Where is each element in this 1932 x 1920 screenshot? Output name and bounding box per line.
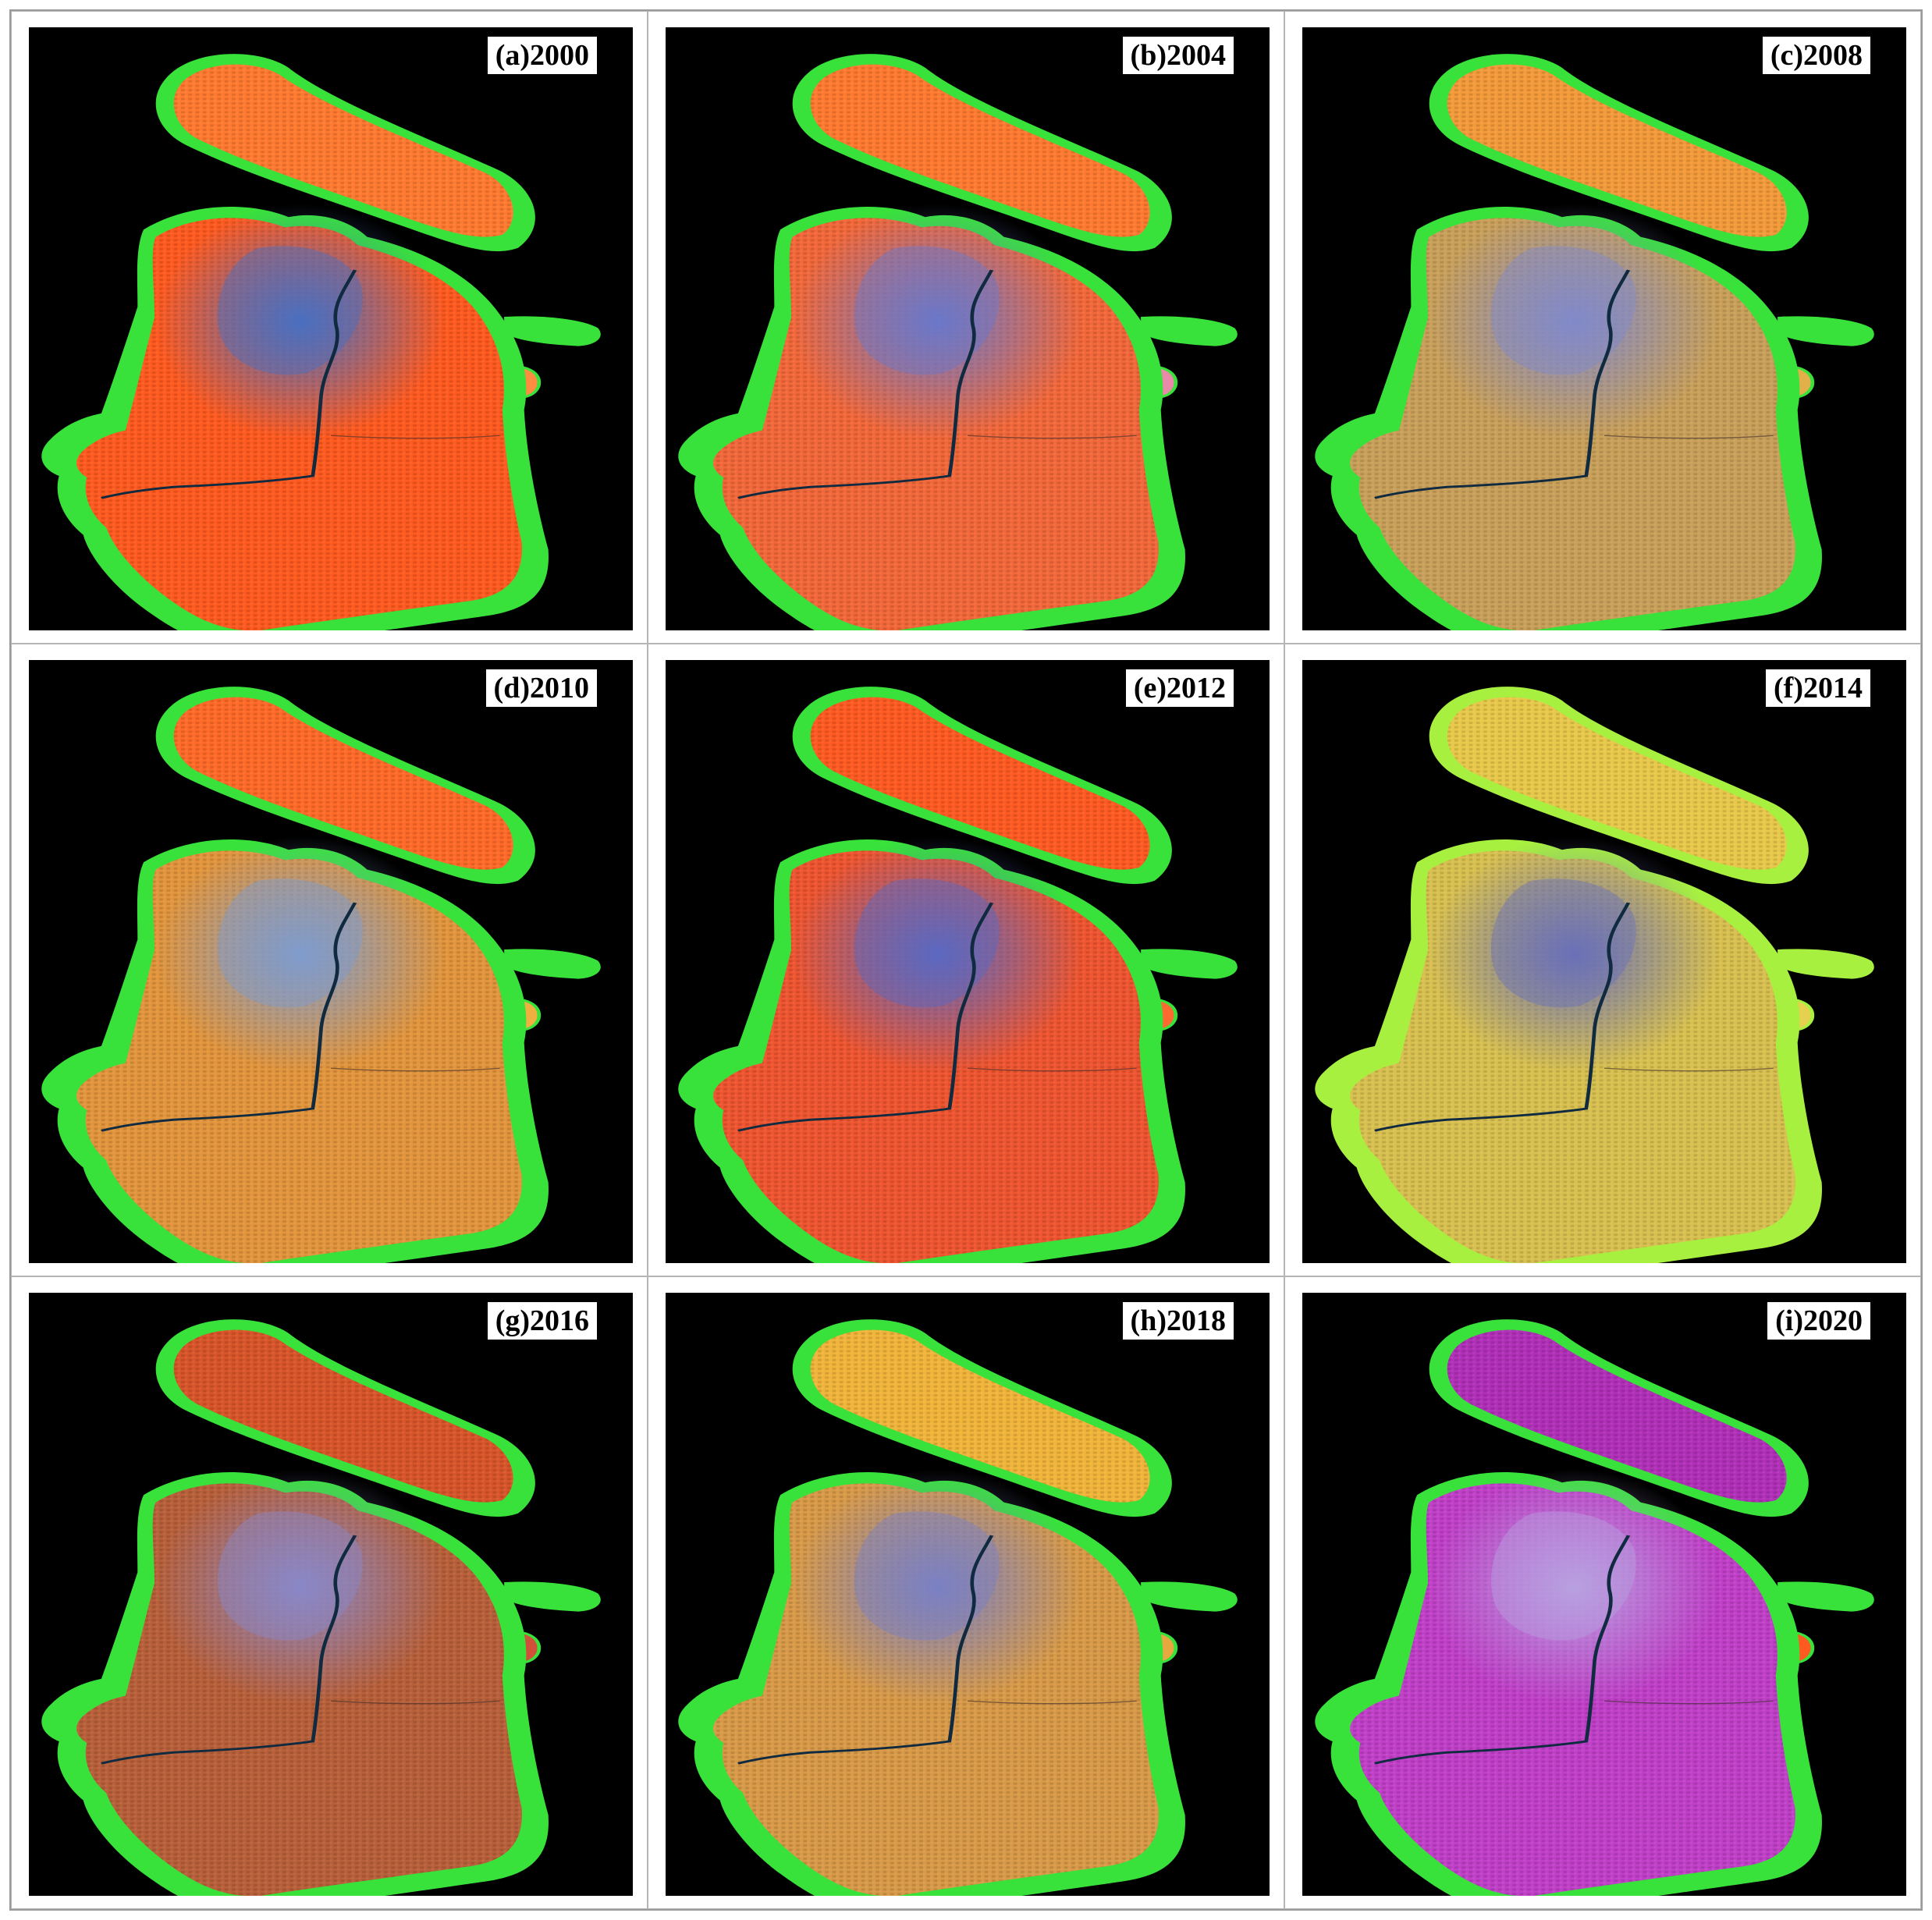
- river: [101, 1535, 357, 1765]
- map-image: [1315, 1319, 1874, 1896]
- map-image: [1315, 54, 1874, 630]
- urban-center: [792, 1469, 1083, 1705]
- islet: [1141, 949, 1238, 979]
- map-panel-2000: [29, 27, 633, 630]
- islet: [504, 1581, 601, 1612]
- urban-center: [155, 204, 446, 439]
- islet: [1778, 1581, 1874, 1612]
- river: [737, 1535, 994, 1765]
- panel-label-h: (h)2018: [1120, 1301, 1235, 1341]
- urban-center: [792, 204, 1083, 439]
- map-panel-2012: [666, 660, 1270, 1263]
- cell-h: (h)2018: [648, 1276, 1284, 1909]
- urban-center: [1429, 1469, 1720, 1705]
- panel-label-i: (i)2020: [1766, 1301, 1872, 1341]
- urban-center: [155, 836, 446, 1072]
- map-panel-2014: [1302, 660, 1906, 1263]
- panel-label-d: (d)2010: [484, 668, 598, 708]
- river: [1374, 269, 1631, 499]
- cell-a: (a)2000: [11, 11, 648, 644]
- map-image: [1315, 687, 1874, 1263]
- panel-label-g: (g)2016: [485, 1301, 598, 1341]
- map-panel-2008: [1302, 27, 1906, 630]
- cell-i: (i)2020: [1284, 1276, 1921, 1909]
- panel-label-c: (c)2008: [1760, 35, 1872, 76]
- urban-center: [792, 836, 1083, 1072]
- cell-b: (b)2004: [648, 11, 1284, 644]
- river: [101, 902, 357, 1132]
- panel-label-e: (e)2012: [1124, 668, 1235, 708]
- panel-label-f: (f)2014: [1764, 668, 1872, 708]
- map-panel-2010: [29, 660, 633, 1263]
- islet: [1778, 316, 1874, 346]
- map-image: [41, 1319, 601, 1896]
- map-image: [678, 54, 1238, 630]
- river: [737, 269, 994, 499]
- urban-center: [1429, 836, 1720, 1072]
- map-panel-2018: [666, 1293, 1270, 1896]
- cell-d: (d)2010: [11, 644, 648, 1276]
- panel-label-b: (b)2004: [1120, 35, 1235, 76]
- islet: [1141, 316, 1238, 346]
- islet: [504, 316, 601, 346]
- islet: [1778, 949, 1874, 979]
- map-panel-2020: [1302, 1293, 1906, 1896]
- cell-g: (g)2016: [11, 1276, 648, 1909]
- map-image: [678, 687, 1238, 1263]
- urban-center: [1429, 204, 1720, 439]
- map-panel-2004: [666, 27, 1270, 630]
- urban-center: [155, 1469, 446, 1705]
- river: [1374, 1535, 1631, 1765]
- cell-e: (e)2012: [648, 644, 1284, 1276]
- map-image: [41, 54, 601, 630]
- cell-f: (f)2014: [1284, 644, 1921, 1276]
- islet: [1141, 1581, 1238, 1612]
- river: [101, 269, 357, 499]
- image-grid: (a)2000 (b)2004 (c)2008 (d)2010 (e)2012 …: [9, 9, 1923, 1911]
- map-image: [41, 687, 601, 1263]
- river: [737, 902, 994, 1132]
- islet: [504, 949, 601, 979]
- map-panel-2016: [29, 1293, 633, 1896]
- river: [1374, 902, 1631, 1132]
- cell-c: (c)2008: [1284, 11, 1921, 644]
- panel-label-a: (a)2000: [485, 35, 598, 76]
- map-image: [678, 1319, 1238, 1896]
